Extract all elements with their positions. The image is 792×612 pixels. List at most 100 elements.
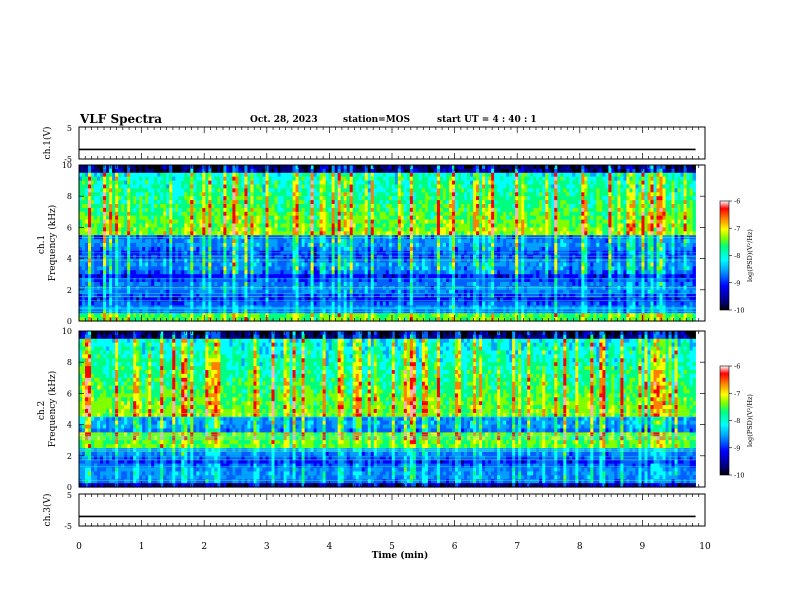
spectrogram-cell xyxy=(190,172,194,178)
spectrogram-cell xyxy=(157,227,167,232)
spectrogram-cell xyxy=(647,282,652,287)
spectrogram-cell xyxy=(689,278,694,283)
spectrogram-cell xyxy=(370,231,375,236)
spectrogram-cell xyxy=(653,188,658,193)
spectrogram-cell xyxy=(142,246,146,252)
spectrogram-cell xyxy=(172,207,176,213)
spectrogram-cell xyxy=(130,165,137,170)
spectrogram-cell xyxy=(124,172,128,178)
spectrogram-cell xyxy=(494,223,498,228)
spectrogram-cell xyxy=(190,270,194,275)
spectrogram-cell xyxy=(617,231,622,236)
spectrogram-cell xyxy=(160,192,164,197)
spectrogram-cell xyxy=(491,227,495,232)
spectrogram-cell xyxy=(436,172,441,178)
spectrogram-cell xyxy=(310,239,315,244)
spectrogram-cell xyxy=(602,231,609,236)
spectrogram-cell xyxy=(118,192,125,197)
spectrogram-cell xyxy=(193,227,197,232)
spectrogram-cell xyxy=(121,207,125,213)
spectrogram-cell xyxy=(364,172,369,178)
spectrogram-cell xyxy=(379,180,387,186)
spectrogram-cell xyxy=(88,243,92,248)
spectrogram-cell xyxy=(500,231,504,236)
spectrogram-cell xyxy=(262,219,267,225)
spectrogram-cell xyxy=(382,168,399,174)
spectrogram-cell xyxy=(584,200,588,205)
spectrogram-cell xyxy=(623,246,628,252)
spectrogram-cell xyxy=(301,223,306,228)
spectrogram-cell xyxy=(644,184,649,189)
spectrogram-cell xyxy=(217,180,221,186)
spectrogram-cell xyxy=(548,262,555,267)
spectrogram-cell xyxy=(433,172,438,178)
spectrogram-cell xyxy=(145,168,155,174)
spectrogram-cell xyxy=(169,219,173,225)
spectrogram-cell xyxy=(497,165,501,170)
spectrogram-cell xyxy=(295,176,300,182)
spectrogram-cell xyxy=(454,165,459,170)
spectrogram-cell xyxy=(680,243,685,248)
spectrogram-cell xyxy=(494,266,510,271)
spectrogram-cell xyxy=(566,188,570,193)
spectrogram-cell xyxy=(635,172,643,178)
spectrogram-cell xyxy=(575,282,579,287)
spectrogram-cell xyxy=(451,258,456,264)
spectrogram-cell xyxy=(352,204,357,209)
spectrogram-cell xyxy=(448,254,453,260)
spectrogram-cell xyxy=(250,184,255,189)
spectrogram-cell xyxy=(205,278,209,283)
spectrogram-cell xyxy=(394,180,399,186)
spectrogram-cell xyxy=(319,207,324,213)
spectrogram-cell xyxy=(301,172,312,178)
spectrogram-cell xyxy=(169,223,173,228)
spectrogram-cell xyxy=(334,165,339,170)
spectrogram-cell xyxy=(226,231,230,236)
spectrogram-cell xyxy=(169,282,173,287)
spectrogram-cell xyxy=(620,266,625,271)
spectrogram-cell xyxy=(608,266,612,271)
spectrogram-cell xyxy=(220,231,224,236)
spectrogram-cell xyxy=(677,165,682,170)
spectrogram-cell xyxy=(460,188,465,193)
spectrogram-cell xyxy=(632,223,637,228)
spectrogram-cell xyxy=(554,176,558,182)
spectrogram-cell xyxy=(572,254,576,260)
spectrogram-cell xyxy=(442,207,450,213)
spectrogram-cell xyxy=(457,200,474,205)
spectrogram-cell xyxy=(488,246,492,252)
spectrogram-cell xyxy=(548,270,552,275)
spectrogram-cell xyxy=(85,172,89,178)
spectrogram-cell xyxy=(223,274,227,279)
spectrogram-cell xyxy=(154,168,164,174)
spectrogram-cell xyxy=(349,282,354,287)
spectrogram-cell xyxy=(232,278,237,283)
spectrogram-cell xyxy=(596,215,603,221)
spectrogram-cell xyxy=(223,254,227,260)
spectrogram-cell xyxy=(457,254,462,260)
spectrogram-cell xyxy=(427,274,438,279)
spectrogram-cell xyxy=(196,207,200,213)
spectrogram-cell xyxy=(151,258,155,264)
spectrogram-cell xyxy=(244,270,249,275)
spectrogram-cell xyxy=(301,184,306,189)
spectrogram-cell xyxy=(692,278,696,283)
spectrogram-cell xyxy=(656,200,664,205)
spectrogram-cell xyxy=(112,165,116,170)
spectrogram-cell xyxy=(193,192,200,197)
spectrogram-cell xyxy=(415,243,420,248)
spectrogram-cell xyxy=(325,262,333,267)
spectrogram-cell xyxy=(635,219,643,225)
spectrogram-cell xyxy=(166,165,170,170)
spectrogram-cell xyxy=(235,180,240,186)
spectrogram-cell xyxy=(298,227,303,232)
spectrogram-cell xyxy=(301,231,306,236)
spectrogram-cell xyxy=(313,282,321,287)
spectrogram-cell xyxy=(247,278,252,283)
spectrogram-cell xyxy=(581,274,585,279)
spectrogram-cell xyxy=(503,188,510,193)
spectrogram-cell xyxy=(376,231,381,236)
spectrogram-cell xyxy=(494,278,513,283)
spectrogram-cell xyxy=(665,192,670,197)
spectrogram-cell xyxy=(578,258,582,264)
